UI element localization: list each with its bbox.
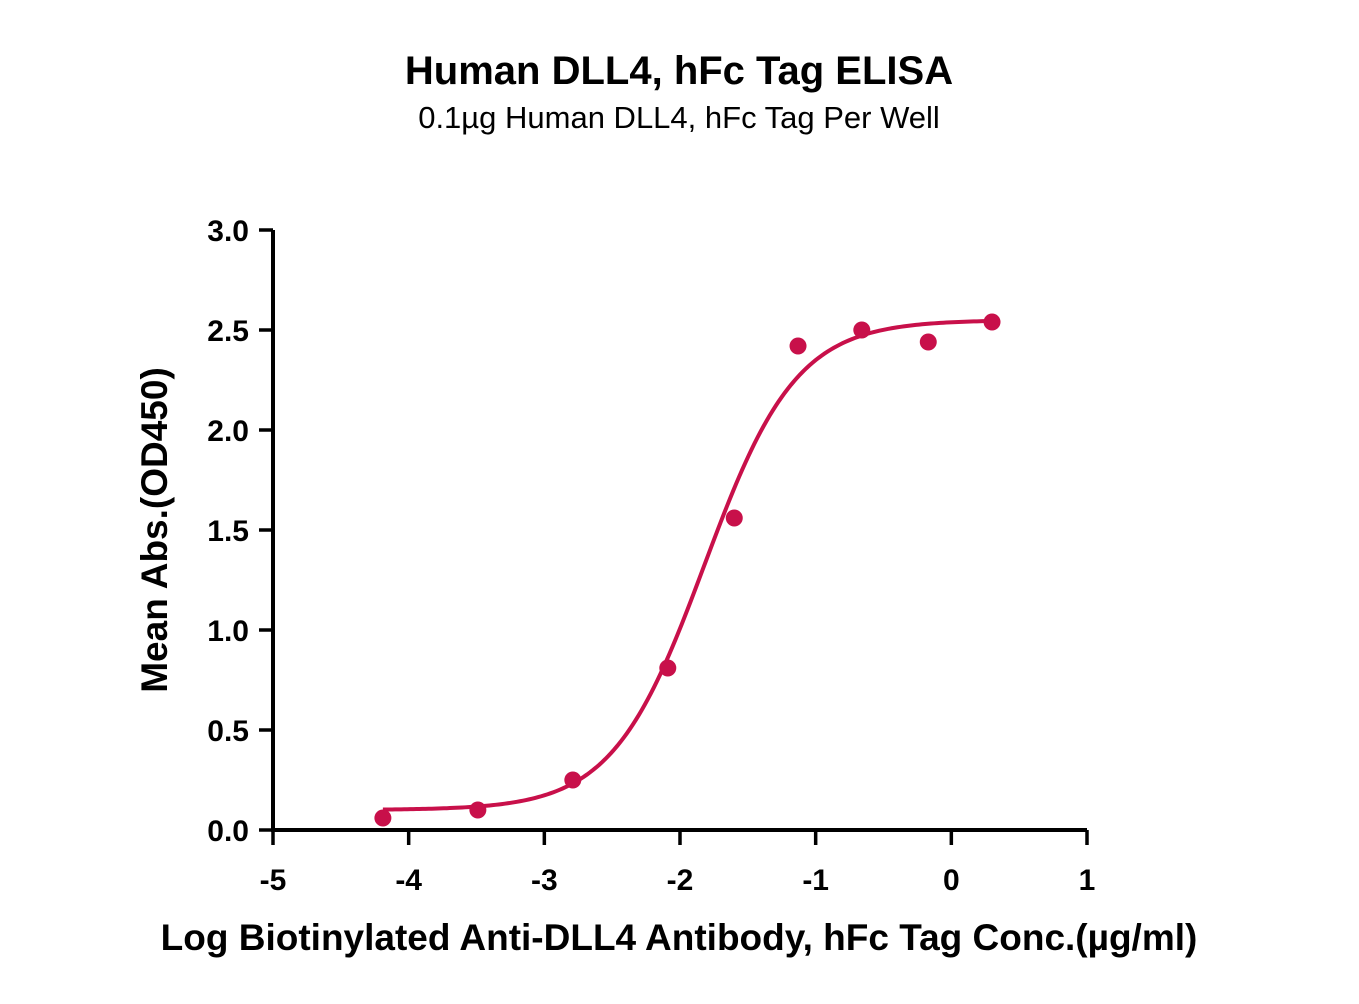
x-tick-label: -2 (667, 864, 694, 897)
y-axis: 0.0 0.5 1.0 1.5 2.0 2.5 3.0 (207, 215, 275, 848)
data-point (469, 801, 487, 819)
chart-subtitle: 0.1µg Human DLL4, hFc Tag Per Well (418, 100, 940, 135)
data-point (564, 771, 582, 789)
x-tick-label: 1 (1079, 864, 1096, 897)
x-tick-label: -5 (260, 864, 287, 897)
data-point (983, 313, 1001, 331)
y-tick-label: 2.5 (207, 315, 249, 348)
data-point (725, 509, 743, 527)
data-point (853, 321, 871, 339)
x-axis-label: Log Biotinylated Anti-DLL4 Antibody, hFc… (161, 917, 1198, 958)
x-axis: -5 -4 -3 -2 -1 0 1 (260, 828, 1096, 897)
data-point (659, 659, 677, 677)
data-point (789, 337, 807, 355)
y-tick-label: 0.0 (207, 815, 249, 848)
fit-curve-group (382, 318, 993, 812)
y-axis-label: Mean Abs.(OD450) (134, 367, 175, 693)
fit-curve (382, 318, 993, 812)
data-point (919, 333, 937, 351)
x-tick-label: -1 (802, 864, 829, 897)
y-tick-label: 1.0 (207, 615, 249, 648)
x-tick-label: -3 (531, 864, 558, 897)
data-points (374, 313, 1001, 827)
x-tick-label: 0 (943, 864, 960, 897)
y-tick-label: 2.0 (207, 415, 249, 448)
y-tick-label: 3.0 (207, 215, 249, 248)
x-tick-label: -4 (395, 864, 422, 897)
y-tick-label: 1.5 (207, 515, 249, 548)
data-point (374, 809, 392, 827)
chart-title: Human DLL4, hFc Tag ELISA (405, 49, 953, 93)
y-tick-label: 0.5 (207, 715, 249, 748)
